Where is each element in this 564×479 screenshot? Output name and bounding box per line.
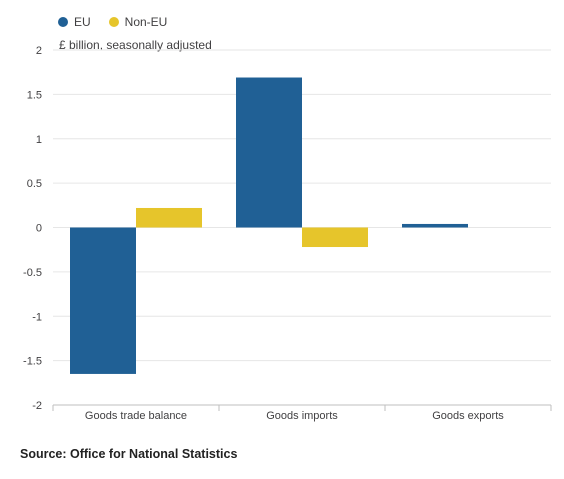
legend-eu-label: EU — [74, 15, 91, 29]
bar-eu-1 — [236, 77, 302, 228]
legend-eu-swatch — [58, 17, 68, 27]
y-tick-label: 1.5 — [27, 89, 42, 101]
bar-eu-0 — [70, 227, 136, 374]
y-tick-label: 0 — [36, 223, 42, 235]
legend-item-eu[interactable]: EU — [58, 15, 91, 29]
x-category-label: Goods exports — [432, 410, 504, 422]
bars — [70, 77, 468, 374]
bar-eu-2 — [402, 223, 468, 228]
bar-chart: 2 1.5 1 0.5 0 -0.5 -1 -1.5 -2 Goods trade balance… — [23, 45, 552, 422]
x-category-label: Goods imports — [266, 410, 338, 422]
legend: EU Non-EU — [58, 15, 185, 29]
x-category-label: Goods trade balance — [85, 410, 187, 422]
bar-non-eu-0 — [136, 207, 202, 228]
y-axis-unit-label: £ billion, seasonally adjusted — [59, 38, 212, 52]
axes: 2 1.5 1 0.5 0 -0.5 -1 -1.5 -2 Goods trade balance… — [23, 45, 552, 422]
y-tick-label: -2 — [32, 400, 42, 412]
y-tick-label: 0.5 — [27, 178, 42, 190]
y-tick-label: -0.5 — [23, 267, 42, 279]
y-tick-label: 1 — [36, 134, 42, 146]
legend-item-non-eu[interactable]: Non-EU — [108, 15, 168, 29]
y-tick-label: 2 — [36, 45, 42, 57]
y-tick-label: -1.5 — [23, 356, 42, 368]
y-tick-label: -1 — [32, 311, 42, 323]
source-note: Source: Office for National Statistics — [20, 447, 238, 461]
legend-non-eu-swatch — [108, 17, 119, 27]
bar-non-eu-1 — [302, 227, 368, 248]
legend-non-eu-label: Non-EU — [124, 15, 168, 29]
